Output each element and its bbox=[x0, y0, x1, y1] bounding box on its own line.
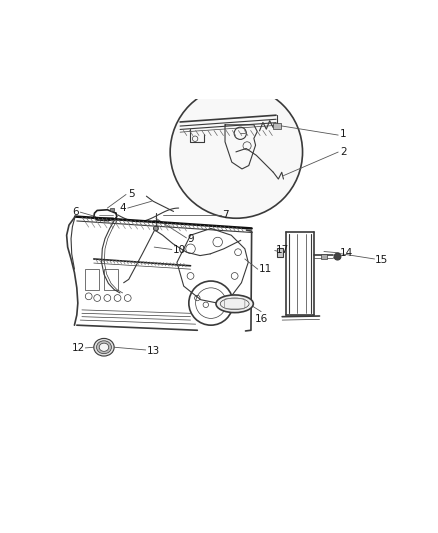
FancyBboxPatch shape bbox=[273, 123, 281, 129]
Ellipse shape bbox=[96, 341, 111, 354]
Text: 7: 7 bbox=[222, 210, 228, 220]
Circle shape bbox=[154, 226, 158, 231]
Text: 15: 15 bbox=[375, 255, 389, 265]
Text: 14: 14 bbox=[340, 248, 353, 258]
Text: 5: 5 bbox=[128, 190, 134, 199]
Text: 10: 10 bbox=[173, 245, 186, 255]
Circle shape bbox=[170, 86, 303, 218]
Ellipse shape bbox=[94, 338, 114, 356]
Text: 4: 4 bbox=[120, 203, 126, 213]
FancyBboxPatch shape bbox=[277, 248, 283, 257]
Circle shape bbox=[334, 253, 341, 260]
Ellipse shape bbox=[99, 343, 109, 351]
Text: 9: 9 bbox=[187, 233, 194, 244]
Text: 17: 17 bbox=[276, 246, 289, 255]
Text: 2: 2 bbox=[340, 147, 346, 157]
Text: 1: 1 bbox=[340, 130, 346, 140]
Text: 12: 12 bbox=[71, 343, 85, 353]
FancyBboxPatch shape bbox=[321, 254, 327, 259]
Ellipse shape bbox=[216, 295, 253, 313]
Text: 11: 11 bbox=[258, 264, 272, 274]
FancyBboxPatch shape bbox=[110, 208, 114, 211]
Text: 6: 6 bbox=[73, 207, 79, 217]
Text: 16: 16 bbox=[254, 314, 268, 325]
Text: 13: 13 bbox=[146, 345, 160, 356]
